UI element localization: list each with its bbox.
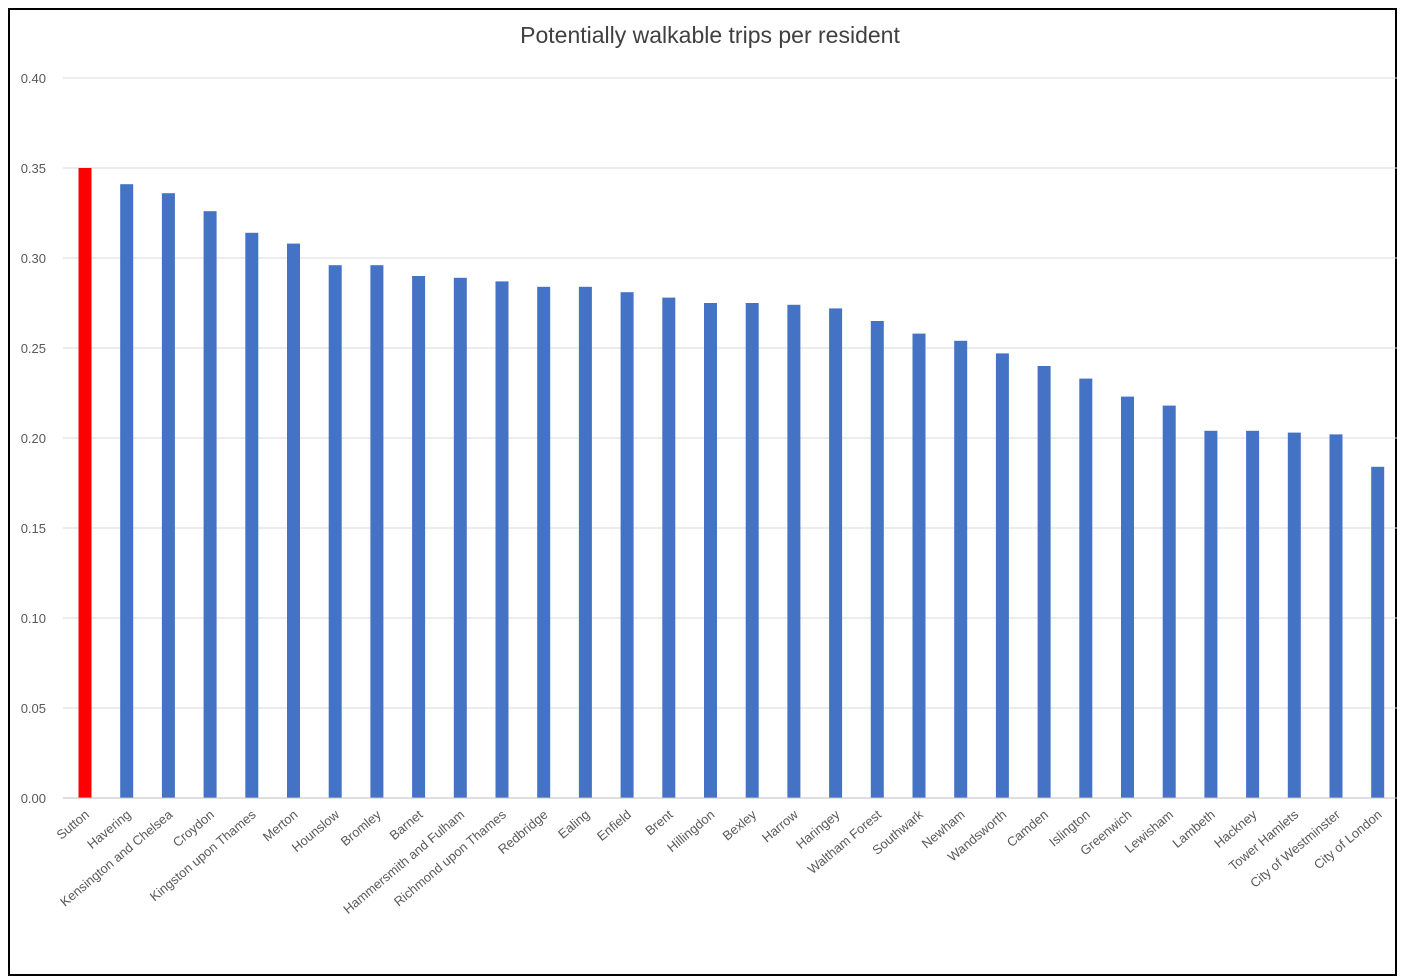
y-tick-label: 0.20	[21, 431, 46, 446]
bar-hillingdon	[704, 303, 717, 798]
bar-lambeth	[1204, 430, 1218, 798]
x-category-label: Lambeth	[1169, 807, 1217, 851]
bar-bromley	[370, 265, 384, 798]
x-category-label: Waltham Forest	[805, 807, 885, 877]
bar-hounslow	[328, 265, 342, 798]
bar-greenwich	[1121, 396, 1134, 798]
x-category-label: Camden	[1004, 807, 1051, 850]
bar-islington	[1079, 378, 1093, 798]
bar-richmond-upon-thames	[495, 281, 509, 798]
bar-haringey	[829, 308, 843, 798]
bar-bexley	[745, 303, 759, 798]
bar-havering	[120, 184, 134, 798]
bar-brent	[662, 297, 676, 798]
x-category-label: Brent	[642, 807, 676, 839]
bar-newham	[954, 340, 968, 798]
bar-merton	[287, 243, 300, 799]
bar-city-of-london	[1371, 466, 1385, 798]
y-tick-label: 0.05	[21, 701, 46, 716]
bar-sutton	[78, 168, 92, 798]
bar-hammersmith-and-fulham	[453, 277, 467, 798]
y-tick-label: 0.30	[21, 251, 46, 266]
y-tick-label: 0.35	[21, 161, 46, 176]
bar-city-of-westminster	[1329, 434, 1343, 798]
y-tick-label: 0.15	[21, 521, 46, 536]
y-tick-label: 0.00	[21, 791, 46, 806]
bar-camden	[1037, 366, 1051, 798]
bar-hackney	[1246, 430, 1260, 798]
bar-redbridge	[537, 286, 551, 798]
x-category-label: Hounslow	[289, 806, 343, 855]
bar-southwark	[912, 333, 926, 798]
bar-kensington-and-chelsea	[161, 193, 175, 798]
bar-lewisham	[1162, 405, 1176, 798]
bar-wandsworth	[995, 353, 1009, 798]
bar-enfield	[620, 292, 634, 798]
x-category-label: Bromley	[338, 806, 385, 848]
y-tick-label: 0.10	[21, 611, 46, 626]
bar-croydon	[203, 211, 217, 798]
y-axis-ticks: 0.00 0.05 0.10 0.15 0.20 0.25 0.30 0.35 0.40	[21, 71, 46, 806]
bar-barnet	[412, 276, 426, 798]
y-tick-label: 0.40	[21, 71, 46, 86]
x-category-label: Bexley	[720, 806, 760, 843]
bar-harrow	[787, 304, 801, 798]
x-category-label: Ealing	[555, 807, 592, 842]
bar-kingston-upon-thames	[245, 232, 259, 799]
bars	[78, 168, 1385, 799]
gridlines	[63, 77, 1397, 709]
chart-title: Potentially walkable trips per resident	[520, 22, 900, 48]
bar-waltham-forest	[870, 321, 884, 798]
bar-ealing	[578, 286, 592, 798]
y-tick-label: 0.25	[21, 341, 46, 356]
x-category-label: Enfield	[594, 807, 634, 844]
bar-tower-hamlets	[1287, 432, 1301, 798]
x-category-label: Sutton	[53, 807, 91, 843]
